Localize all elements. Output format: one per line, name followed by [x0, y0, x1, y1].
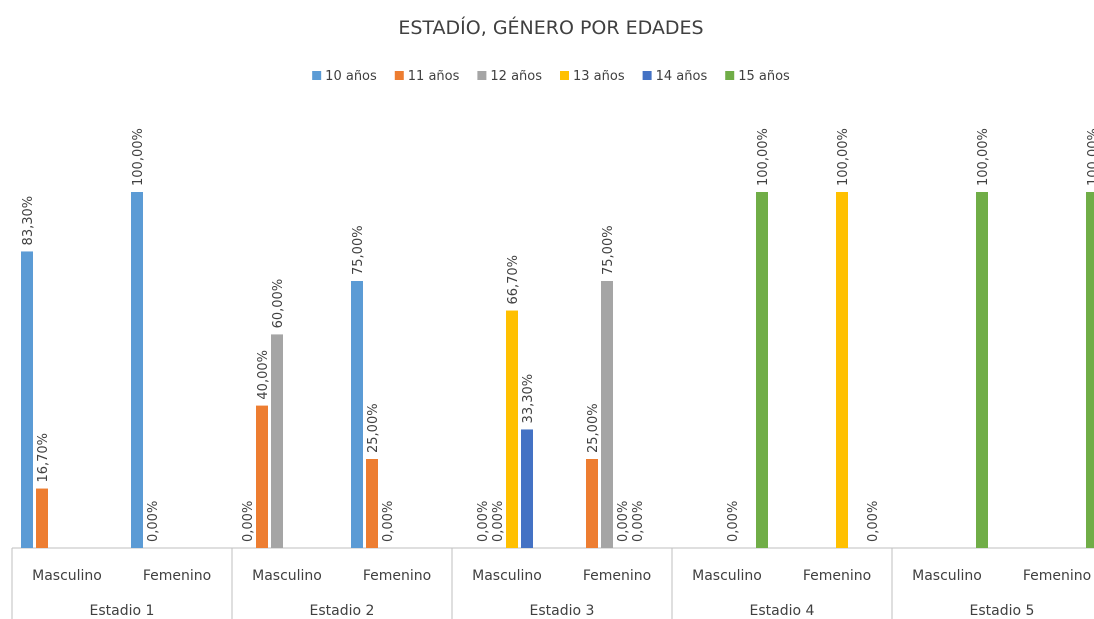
x-tick-label: Masculino: [912, 568, 982, 584]
data-label: 0,00%: [726, 501, 741, 542]
legend-swatch: [560, 71, 569, 80]
bar: [586, 459, 598, 548]
bar: [351, 281, 363, 548]
legend-label: 12 años: [490, 69, 542, 84]
bar: [21, 251, 33, 548]
legend-label: 11 años: [408, 69, 460, 84]
data-label: 75,00%: [351, 225, 366, 275]
data-label: 75,00%: [601, 225, 616, 275]
data-label: 100,00%: [836, 128, 851, 186]
legend-swatch: [477, 71, 487, 80]
x-tick-label: Masculino: [32, 568, 102, 584]
group-label: Estadio 3: [530, 603, 595, 619]
group-label: Estadio 5: [970, 603, 1035, 619]
legend-label: 13 años: [573, 69, 625, 84]
group-label: Estadio 1: [90, 603, 155, 619]
legend-label: 10 años: [325, 69, 377, 84]
data-label: 0,00%: [381, 501, 396, 542]
data-label: 60,00%: [271, 279, 286, 329]
bar: [601, 281, 613, 548]
data-label: 25,00%: [366, 403, 381, 453]
data-label: 0,00%: [866, 501, 881, 542]
x-tick-label: Masculino: [472, 568, 542, 584]
bar: [521, 429, 533, 548]
data-label: 40,00%: [256, 350, 271, 400]
data-label: 0,00%: [616, 501, 631, 542]
bar: [506, 310, 518, 548]
data-label: 16,70%: [36, 433, 51, 483]
bar: [256, 405, 268, 548]
legend-label: 15 años: [738, 69, 790, 84]
x-tick-label: Masculino: [692, 568, 762, 584]
data-label: 100,00%: [1086, 128, 1094, 186]
bar: [271, 334, 283, 548]
data-label: 100,00%: [756, 128, 771, 186]
data-label: 66,70%: [506, 255, 521, 305]
x-tick-label: Femenino: [1023, 568, 1091, 584]
data-label: 0,00%: [241, 501, 256, 542]
legend-swatch: [312, 71, 322, 80]
legend-swatch: [394, 71, 404, 80]
data-label: 0,00%: [491, 501, 506, 542]
bar: [131, 192, 143, 548]
x-tick-label: Femenino: [803, 568, 871, 584]
bar: [36, 488, 48, 548]
group-label: Estadio 4: [750, 603, 815, 619]
data-label: 0,00%: [476, 501, 491, 542]
x-tick-label: Masculino: [252, 568, 322, 584]
data-label: 83,30%: [21, 196, 36, 246]
data-label: 25,00%: [586, 403, 601, 453]
x-tick-label: Femenino: [583, 568, 651, 584]
group-label: Estadio 2: [310, 603, 375, 619]
bar: [1086, 192, 1094, 548]
legend-swatch: [725, 71, 735, 80]
data-label: 33,30%: [521, 374, 536, 424]
data-label: 0,00%: [631, 501, 646, 542]
bar: [366, 459, 378, 548]
chart-title: ESTADÍO, GÉNERO POR EDADES: [398, 16, 703, 39]
bar: [836, 192, 848, 548]
bar: [976, 192, 988, 548]
legend-label: 14 años: [656, 69, 708, 84]
bar: [756, 192, 768, 548]
data-label: 0,00%: [146, 501, 161, 542]
data-label: 100,00%: [976, 128, 991, 186]
legend-swatch: [642, 71, 652, 80]
x-tick-label: Femenino: [363, 568, 431, 584]
x-tick-label: Femenino: [143, 568, 211, 584]
data-label: 100,00%: [131, 128, 146, 186]
